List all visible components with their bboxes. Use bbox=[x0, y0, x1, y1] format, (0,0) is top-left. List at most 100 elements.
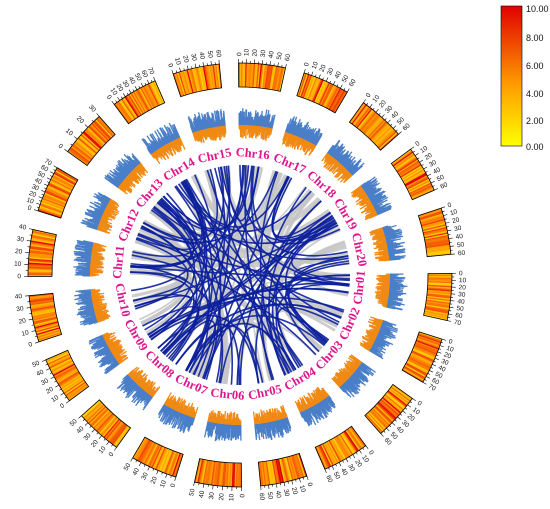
heatmap-bin bbox=[420, 214, 444, 223]
heatmap-bin bbox=[402, 169, 425, 183]
heatmap-bin bbox=[370, 122, 389, 141]
heatmap-bin bbox=[138, 440, 152, 462]
heatmap-bin bbox=[389, 387, 410, 404]
heatmap-bin bbox=[410, 353, 433, 366]
ideogram-outline bbox=[45, 349, 90, 402]
scale-tick bbox=[399, 413, 403, 416]
heatmap-bin bbox=[51, 176, 74, 189]
scale-tick-label: 40 bbox=[33, 177, 43, 187]
heatmap-bin bbox=[249, 63, 253, 88]
density-bar-inner bbox=[270, 128, 273, 135]
scale-tick bbox=[322, 77, 324, 80]
heatmap-bin bbox=[62, 378, 84, 393]
heatmap-bin bbox=[271, 66, 278, 90]
heatmap-bin bbox=[392, 151, 414, 167]
heatmap-bin bbox=[265, 461, 271, 486]
scale-tick bbox=[302, 477, 305, 480]
heatmap-bin bbox=[43, 195, 66, 206]
scale-tick-label: 10 bbox=[173, 57, 182, 66]
heatmap-bin bbox=[135, 89, 149, 112]
scale-tick bbox=[331, 465, 335, 470]
heatmap-bin bbox=[52, 174, 75, 188]
heatmap-bin bbox=[394, 154, 416, 170]
scale-tick-label: 10 bbox=[445, 345, 455, 354]
heatmap-bin bbox=[133, 437, 148, 460]
heatmap-bin bbox=[347, 428, 363, 449]
ideogram-chr09 bbox=[45, 349, 90, 402]
heatmap-bin bbox=[426, 299, 451, 305]
heatmap-bin bbox=[277, 67, 285, 92]
heatmap-bin bbox=[424, 232, 448, 239]
heatmap-bin bbox=[224, 462, 228, 487]
heatmap-bin bbox=[72, 143, 93, 160]
heatmap-bin bbox=[87, 126, 106, 145]
heatmap-bin bbox=[427, 282, 452, 285]
ideogram-chr13 bbox=[67, 115, 116, 167]
scale-tick-label: 30 bbox=[400, 419, 410, 429]
heatmap-bin bbox=[175, 72, 185, 96]
heatmap-bin bbox=[419, 213, 444, 222]
heatmap-bin bbox=[302, 75, 313, 99]
heatmap-bin bbox=[267, 65, 273, 90]
heatmap-bin bbox=[49, 179, 73, 192]
scale-tick bbox=[285, 63, 287, 69]
heatmap-bin bbox=[349, 427, 365, 448]
density-bar-inner bbox=[179, 137, 186, 150]
heatmap-bin bbox=[75, 140, 95, 157]
heatmap-bin bbox=[423, 229, 448, 237]
heatmap-bin bbox=[397, 159, 419, 174]
scale-tick bbox=[268, 485, 270, 490]
heatmap-bin bbox=[407, 359, 430, 372]
heatmap-bin bbox=[66, 382, 87, 398]
scale-tick-label: 10 bbox=[360, 454, 370, 464]
scale-tick bbox=[443, 214, 448, 216]
heatmap-bin bbox=[156, 447, 167, 471]
heatmap-bin bbox=[426, 298, 451, 303]
heatmap-bin bbox=[71, 144, 92, 161]
heatmap-bin bbox=[422, 225, 447, 233]
heatmap-bin bbox=[351, 104, 367, 125]
scale-tick bbox=[144, 82, 147, 86]
scale-tick-label: 0 bbox=[105, 94, 113, 101]
heatmap-bin bbox=[55, 168, 78, 183]
scale-tick-label: 50 bbox=[341, 74, 351, 84]
heatmap-bin bbox=[251, 63, 255, 88]
heatmap-bin bbox=[372, 124, 391, 143]
heatmap-bin bbox=[173, 453, 182, 477]
heatmap-bin bbox=[29, 251, 54, 256]
scale-tick bbox=[335, 464, 337, 467]
scale-tick-label: 50 bbox=[436, 174, 446, 184]
scale-tick bbox=[419, 159, 424, 163]
heatmap-bin bbox=[48, 183, 71, 196]
heatmap-bin bbox=[396, 158, 418, 173]
synteny-link bbox=[144, 207, 196, 331]
density-chr04 bbox=[294, 386, 336, 427]
heatmap-bin bbox=[59, 374, 82, 389]
heatmap-bin bbox=[49, 356, 72, 369]
heatmap-bin bbox=[398, 160, 420, 175]
chromosome-label: Chr01 bbox=[350, 270, 367, 305]
heatmap-bin bbox=[151, 445, 163, 469]
heatmap-bin bbox=[268, 65, 274, 90]
scale-tick bbox=[442, 210, 445, 213]
heatmap-bin bbox=[28, 272, 53, 274]
legend-label-max: 10.00 bbox=[526, 4, 549, 14]
heatmap-bin bbox=[30, 304, 55, 310]
scale-tick bbox=[53, 169, 56, 171]
heatmap-bin bbox=[379, 133, 399, 151]
scale-tick bbox=[391, 422, 396, 426]
heatmap-bin bbox=[28, 260, 53, 264]
heatmap-bin bbox=[425, 243, 450, 249]
heatmap-bin bbox=[38, 206, 63, 216]
scale-tick bbox=[429, 370, 434, 373]
heatmap-bin bbox=[296, 72, 306, 97]
scale-tick-label: 20 bbox=[353, 459, 363, 469]
scale-tick bbox=[395, 129, 398, 132]
ideogram-outline bbox=[238, 62, 287, 92]
heatmap-bin bbox=[31, 309, 56, 315]
scale-tick bbox=[441, 338, 446, 341]
heatmap-bin bbox=[35, 324, 60, 333]
scale-tick bbox=[91, 429, 95, 433]
